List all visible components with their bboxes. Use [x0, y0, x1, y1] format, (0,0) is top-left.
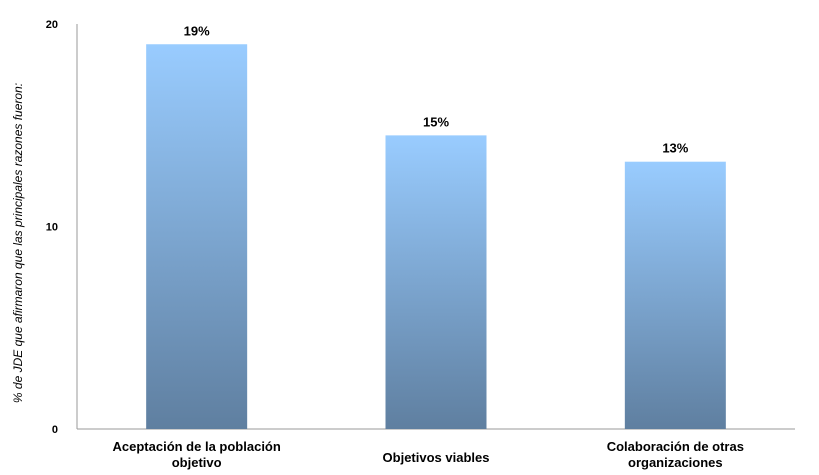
category-label: organizaciones [628, 455, 723, 470]
data-label: 19% [184, 23, 210, 38]
category-label: objetivo [172, 455, 222, 470]
y-tick-label: 10 [46, 222, 58, 234]
data-label: 13% [662, 141, 688, 156]
y-axis-title: % de JDE que afirmaron que las principal… [11, 83, 25, 403]
data-label: 15% [423, 114, 449, 129]
bar [385, 135, 487, 429]
category-label: Objetivos viables [383, 450, 490, 465]
y-tick-label: 20 [46, 19, 58, 31]
bar [146, 44, 248, 429]
bar [624, 161, 726, 429]
category-label: Colaboración de otras [607, 439, 744, 454]
y-tick-label: 0 [52, 424, 58, 436]
category-label: Aceptación de la población [113, 439, 281, 454]
